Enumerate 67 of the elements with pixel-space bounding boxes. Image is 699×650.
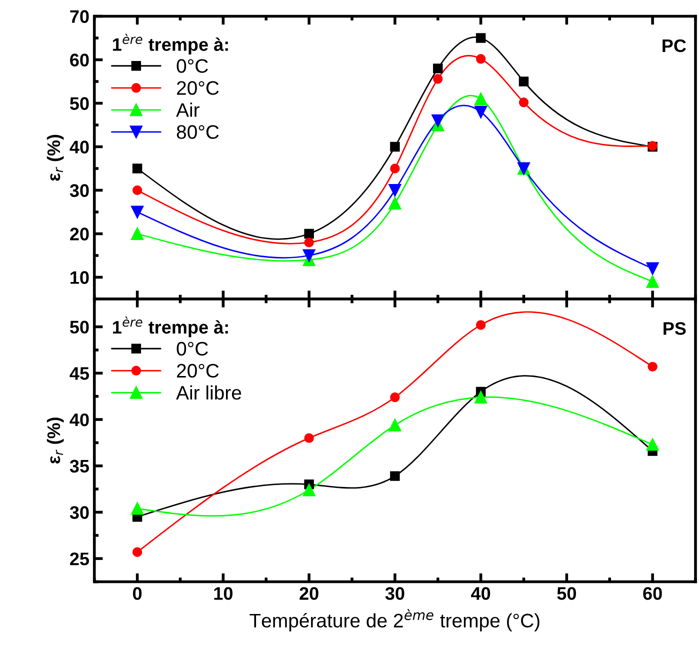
y-tick-label: 25 bbox=[70, 552, 90, 566]
legend-title: 1$^{ère}$ trempe à: bbox=[113, 316, 228, 338]
point bbox=[132, 164, 142, 174]
point bbox=[131, 206, 144, 218]
point bbox=[432, 114, 444, 127]
legend-label: 0°C bbox=[176, 342, 208, 356]
point bbox=[474, 92, 488, 106]
point bbox=[646, 262, 659, 275]
y-axis-title: ε$_{r}$ (%) bbox=[46, 134, 64, 181]
x-tick-label: 10 bbox=[214, 587, 232, 600]
y-tick-label: 20 bbox=[70, 228, 89, 240]
y-tick-label: 50 bbox=[70, 320, 89, 334]
y-tick-label: 40 bbox=[70, 140, 89, 154]
point bbox=[390, 471, 400, 481]
y-tick-label: 35 bbox=[70, 460, 90, 473]
y-axis-title: ε$_{r}$ (%) bbox=[46, 418, 64, 464]
y-tick-label: 45 bbox=[70, 367, 90, 380]
point bbox=[131, 228, 144, 240]
annotation: PS bbox=[664, 322, 686, 335]
x-tick-label: 60 bbox=[643, 587, 662, 600]
legend-label: 20°C bbox=[177, 81, 219, 95]
legend-title: 1$^{ère}$ trempe à: bbox=[113, 34, 228, 55]
x-tick-label: 20 bbox=[300, 587, 318, 600]
legend-label: 80°C bbox=[176, 125, 219, 139]
point bbox=[388, 418, 402, 432]
legend-label: 20°C bbox=[177, 364, 219, 378]
point bbox=[388, 184, 402, 196]
point bbox=[518, 98, 529, 108]
point bbox=[302, 249, 316, 262]
point bbox=[388, 197, 402, 210]
x-tick-label: 50 bbox=[557, 587, 576, 600]
point bbox=[390, 392, 400, 402]
point bbox=[476, 54, 486, 64]
point bbox=[390, 142, 400, 152]
point bbox=[474, 391, 488, 404]
point bbox=[476, 320, 486, 330]
point bbox=[304, 238, 314, 248]
y-tick-label: 10 bbox=[70, 271, 89, 284]
y-tick-label: 30 bbox=[70, 506, 89, 519]
legend-label: 0°C bbox=[176, 59, 208, 73]
x-axis-title: Température de 2$^{ème}$ trempe (°C) bbox=[250, 609, 540, 632]
legend-label: Air bbox=[176, 102, 200, 117]
point bbox=[433, 74, 443, 84]
x-tick-label: 0 bbox=[132, 587, 142, 600]
annotation: PC bbox=[662, 39, 686, 52]
y-tick-label: 50 bbox=[70, 97, 89, 110]
y-tick-label: 40 bbox=[70, 413, 89, 426]
x-tick-label: 30 bbox=[385, 587, 404, 600]
point bbox=[476, 33, 486, 43]
point bbox=[302, 484, 316, 496]
point bbox=[132, 185, 142, 196]
point bbox=[648, 362, 658, 372]
point bbox=[132, 547, 142, 557]
y-tick-label: 30 bbox=[70, 184, 89, 197]
point bbox=[433, 64, 443, 74]
point bbox=[304, 433, 314, 443]
point bbox=[518, 76, 529, 86]
point bbox=[390, 164, 400, 174]
point bbox=[646, 275, 659, 288]
point bbox=[131, 502, 144, 515]
y-tick-label: 70 bbox=[70, 10, 89, 23]
y-tick-label: 60 bbox=[70, 54, 89, 66]
point bbox=[646, 438, 659, 451]
x-tick-label: 40 bbox=[471, 587, 490, 600]
legend-label: Air libre bbox=[176, 385, 242, 400]
point bbox=[474, 106, 488, 118]
point bbox=[304, 228, 314, 239]
